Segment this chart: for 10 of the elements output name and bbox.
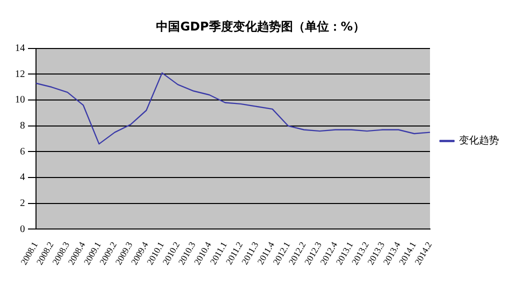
y-tick-label: 2 <box>20 198 25 209</box>
y-tick-label: 12 <box>15 68 25 80</box>
legend-label: 变化趋势 <box>459 134 499 147</box>
y-tick-label: 4 <box>20 172 25 184</box>
chart-title: 中国GDP季度变化趋势图（单位：%） <box>156 19 365 34</box>
y-tick-label: 6 <box>20 146 25 158</box>
y-tick-label: 0 <box>20 224 25 235</box>
y-tick-label: 8 <box>20 120 25 132</box>
y-tick-label: 10 <box>15 94 25 106</box>
y-tick-label: 14 <box>15 43 25 54</box>
